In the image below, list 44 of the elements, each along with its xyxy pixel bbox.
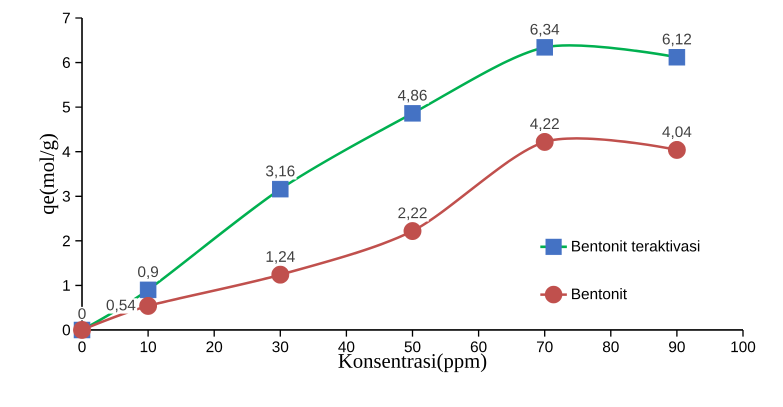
x-tick-label: 20	[206, 341, 222, 352]
point	[668, 140, 686, 159]
x-tick-label: 70	[536, 341, 553, 352]
x-tick-label: 40	[338, 341, 354, 352]
y-tick-label: 3	[62, 190, 70, 202]
data-label: 4,86	[398, 90, 427, 102]
x-tick-label: 80	[602, 341, 619, 352]
point	[404, 105, 421, 122]
y-axis-title: qe(mol/g)	[39, 134, 58, 214]
y-tick-label: 1	[63, 280, 70, 291]
point	[140, 282, 156, 298]
x-tick-label: 0	[78, 341, 86, 352]
y-tick-label: 5	[62, 102, 70, 112]
data-label: 0	[78, 308, 86, 320]
legend-label: Bentonit	[572, 288, 627, 300]
x-tick-label: 60	[470, 341, 487, 352]
data-label: 1,24	[266, 251, 295, 264]
y-tick-label: 4	[62, 146, 70, 157]
x-tick-label: 50	[404, 341, 420, 352]
x-tick-label: 90	[669, 341, 685, 352]
x-tick-label: 30	[272, 341, 288, 352]
legend-label: Bentonit teraktivasi	[572, 240, 700, 252]
point	[536, 132, 554, 151]
point	[272, 180, 289, 198]
x-tick-label: 10	[140, 341, 156, 352]
x-axis-title: Konsentrasi(ppm)	[338, 353, 486, 372]
y-tick-label: 6	[62, 57, 70, 68]
data-label: 6,34	[530, 24, 560, 36]
data-label: 4,22	[530, 118, 559, 131]
data-label: 0,9	[138, 266, 158, 279]
data-label: 4,04	[662, 126, 692, 139]
point	[404, 222, 422, 240]
point	[536, 39, 553, 56]
point	[271, 266, 290, 284]
y-tick-label: 7	[62, 12, 70, 24]
point	[139, 296, 158, 315]
y-tick-label: 0	[62, 324, 70, 336]
data-label: 6,12	[662, 34, 692, 46]
data-label: 2,22	[398, 207, 427, 220]
point	[668, 48, 686, 66]
data-label: 3,16	[266, 166, 295, 178]
y-tick-label: 2	[62, 235, 70, 246]
x-tick-label: 100	[731, 341, 756, 352]
data-label: 0,54	[106, 300, 136, 312]
